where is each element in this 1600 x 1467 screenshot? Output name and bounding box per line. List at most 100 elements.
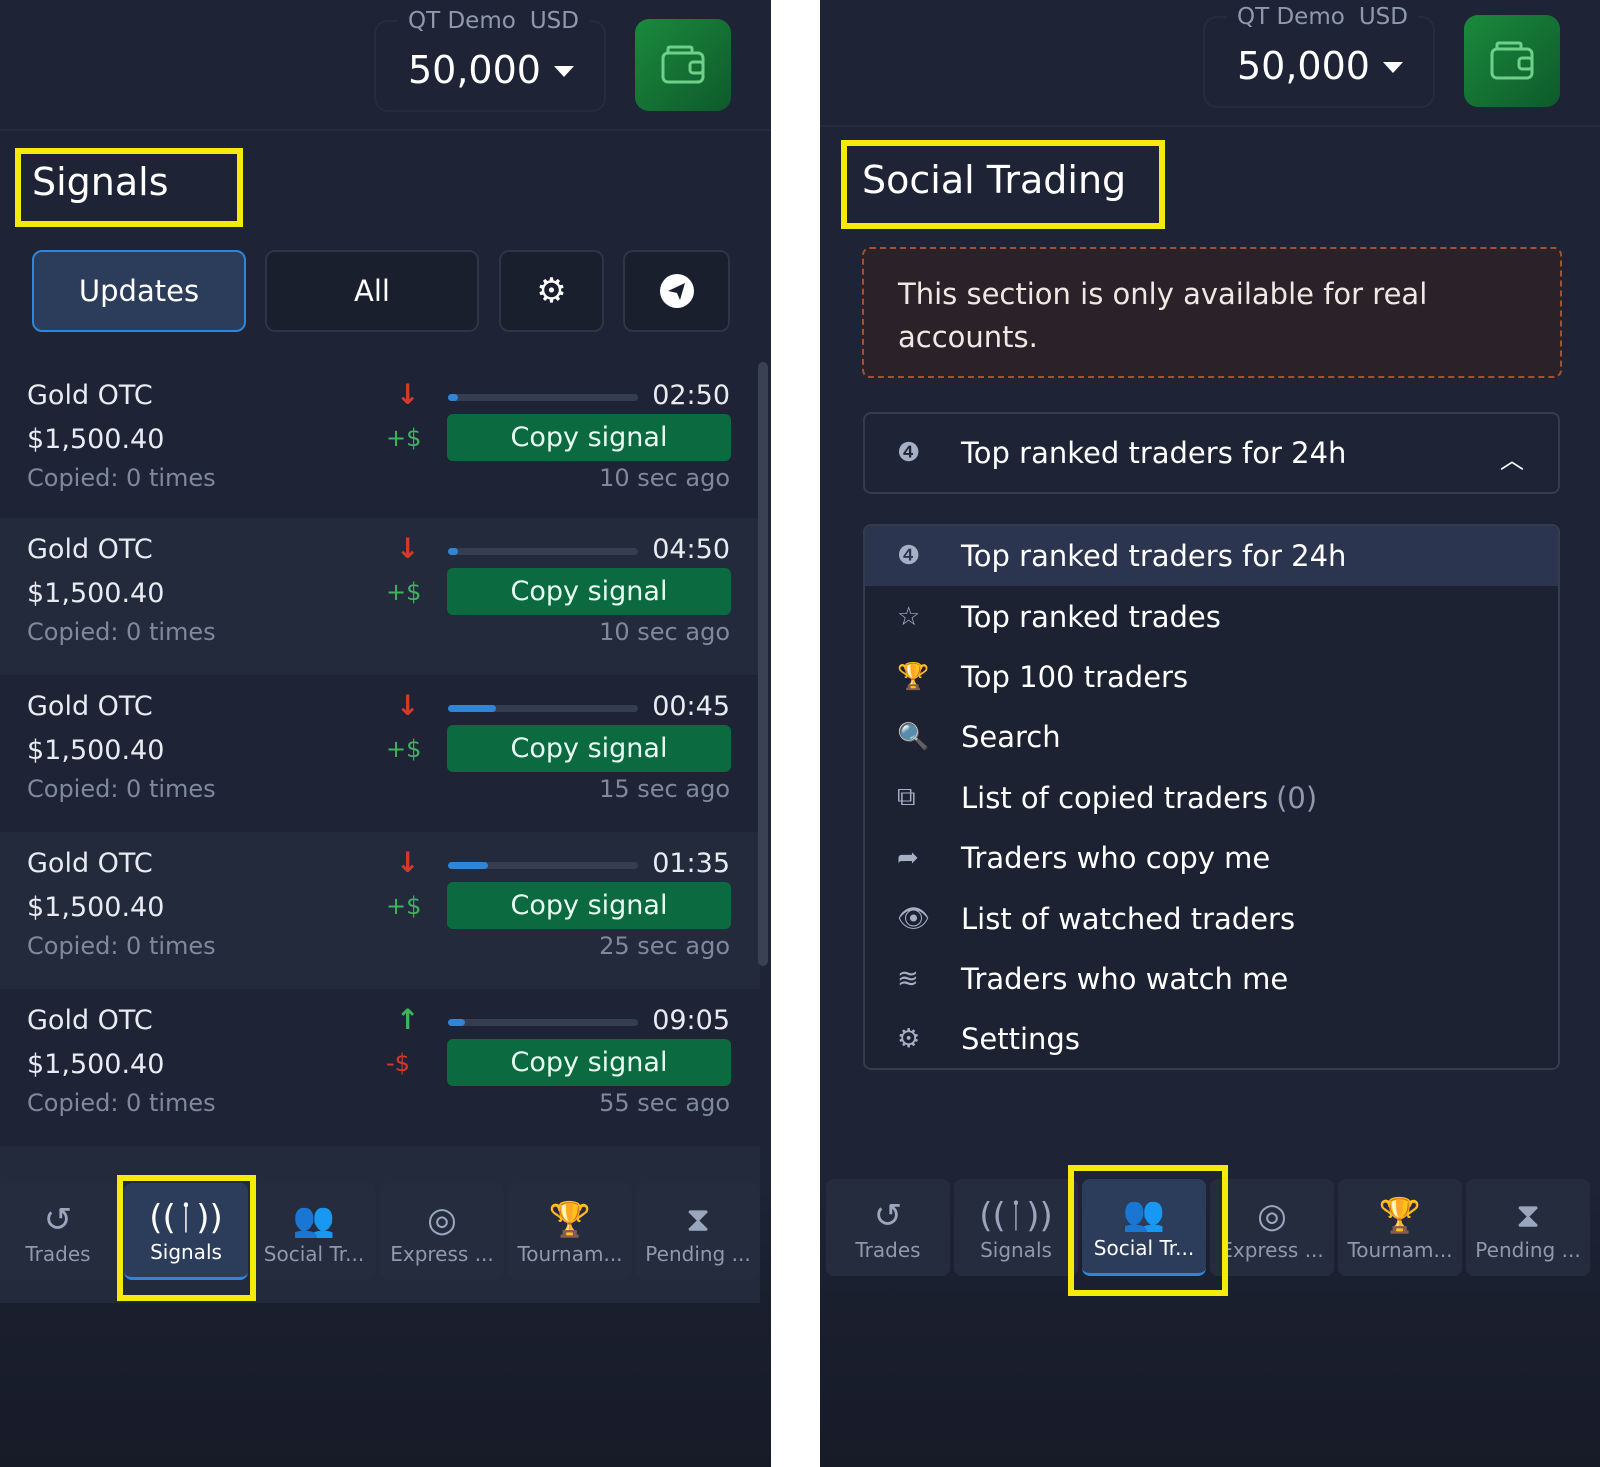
signal-progress-bar bbox=[448, 862, 638, 869]
scrollbar[interactable] bbox=[758, 362, 768, 966]
asset-price: $1,500.40 bbox=[27, 424, 165, 455]
menu-item-label: Top ranked trades bbox=[961, 599, 1221, 634]
menu-item-list-of-watched-traders[interactable]: 👁 List of watched traders bbox=[865, 888, 1558, 948]
menu-item-top-ranked-trades[interactable]: ☆ Top ranked trades bbox=[865, 586, 1558, 646]
nav-item-tournam[interactable]: 🏆 Tournam... bbox=[508, 1183, 632, 1280]
header-divider bbox=[0, 129, 771, 131]
account-currency: USD bbox=[1358, 4, 1408, 30]
nav-label: Signals bbox=[980, 1237, 1052, 1262]
signals-panel: QT Demo USD 50,000 Signals Updates All ⚙ Gold… bbox=[0, 0, 771, 1467]
profit-indicator: -$ bbox=[386, 1049, 410, 1077]
nav-item-social-tr[interactable]: 👥 Social Tr... bbox=[1082, 1179, 1206, 1276]
trophy-icon: 🏆 bbox=[548, 1199, 592, 1240]
account-balance-selector[interactable]: QT Demo USD 50,000 bbox=[374, 8, 606, 112]
nav-item-express[interactable]: ◎ Express ... bbox=[380, 1183, 504, 1280]
dropdown-selected: Top ranked traders for 24h bbox=[961, 436, 1347, 470]
nav-label: Trades bbox=[855, 1237, 921, 1262]
copied-count: Copied: 0 times bbox=[27, 775, 216, 803]
signal-row: Gold OTC $1,500.40 Copied: 0 times ↑ -$ 09:05… bbox=[0, 989, 760, 1146]
profit-indicator: +$ bbox=[386, 892, 422, 920]
search-icon: 🔍 bbox=[897, 722, 930, 753]
highlight-box bbox=[1068, 1165, 1228, 1296]
wallet-button[interactable] bbox=[1464, 15, 1560, 107]
progress-fill bbox=[448, 548, 458, 555]
telegram-button[interactable] bbox=[623, 250, 730, 332]
menu-item-label: List of copied traders bbox=[961, 780, 1269, 815]
asset-price: $1,500.40 bbox=[27, 735, 165, 766]
nav-label: Social Tr... bbox=[263, 1241, 365, 1266]
rss-icon: ≋ bbox=[897, 963, 919, 994]
nav-item-pending[interactable]: ⧗ Pending ... bbox=[1466, 1179, 1590, 1276]
copied-count: Copied: 0 times bbox=[27, 618, 216, 646]
arrow-down-icon: ↓ bbox=[396, 846, 420, 879]
menu-item-list-of-copied-traders[interactable]: ⧉ List of copied traders (0) bbox=[865, 768, 1558, 828]
copy-signal-button[interactable]: Copy signal bbox=[447, 414, 731, 461]
copy-signal-button[interactable]: Copy signal bbox=[447, 1039, 731, 1086]
asset-name: Gold OTC bbox=[27, 380, 153, 411]
copy-signal-button[interactable]: Copy signal bbox=[447, 725, 731, 772]
nav-item-express[interactable]: ◎ Express ... bbox=[1210, 1179, 1334, 1276]
progress-fill bbox=[448, 1019, 466, 1026]
nav-item-social-tr[interactable]: 👥 Social Tr... bbox=[252, 1183, 376, 1280]
signal-progress-bar bbox=[448, 394, 638, 401]
account-balance-selector[interactable]: QT Demo USD 50,000 bbox=[1203, 4, 1435, 108]
gear-icon: ⚙ bbox=[897, 1024, 921, 1055]
highlight-box bbox=[117, 1175, 256, 1301]
wallet-icon bbox=[1490, 41, 1534, 80]
target-icon: ◎ bbox=[1257, 1195, 1287, 1236]
hourglass-icon: ⧗ bbox=[686, 1199, 710, 1240]
progress-fill bbox=[448, 705, 496, 712]
section-dropdown[interactable]: ❹ Top ranked traders for 24h ︿ bbox=[863, 412, 1560, 494]
signal-settings-button[interactable]: ⚙ bbox=[499, 250, 604, 332]
nav-label: Pending ... bbox=[645, 1241, 751, 1266]
arrow-down-icon: ↓ bbox=[396, 532, 420, 565]
trophy-icon: 🏆 bbox=[1378, 1195, 1422, 1236]
asset-price: $1,500.40 bbox=[27, 578, 165, 609]
nav-item-signals[interactable]: ((ᛙ)) Signals bbox=[124, 1183, 248, 1280]
menu-item-search[interactable]: 🔍 Search bbox=[865, 707, 1558, 767]
nav-item-pending[interactable]: ⧗ Pending ... bbox=[636, 1183, 760, 1280]
antenna-icon: ((ᛙ)) bbox=[979, 1195, 1053, 1236]
account-type: QT Demo bbox=[408, 8, 516, 34]
menu-item-traders-who-copy-me[interactable]: ➦ Traders who copy me bbox=[865, 828, 1558, 888]
signal-age: 10 sec ago bbox=[599, 464, 730, 492]
nav-label: Express ... bbox=[1220, 1237, 1324, 1262]
gear-icon: ⚙ bbox=[536, 271, 567, 311]
signal-row: Gold OTC $1,500.40 Copied: 0 times ↓ +$ 01:35… bbox=[0, 832, 760, 989]
menu-item-label: Top 100 traders bbox=[961, 659, 1189, 694]
telegram-icon bbox=[659, 274, 694, 308]
asset-price: $1,500.40 bbox=[27, 1049, 165, 1080]
menu-item-top-ranked-traders-for-24h[interactable]: ❹ Top ranked traders for 24h bbox=[865, 526, 1558, 587]
menu-item-traders-who-watch-me[interactable]: ≋ Traders who watch me bbox=[865, 949, 1558, 1009]
progress-fill bbox=[448, 394, 458, 401]
signal-progress-bar bbox=[448, 548, 638, 555]
nav-item-trades[interactable]: ↺ Trades bbox=[0, 1183, 120, 1280]
account-currency: USD bbox=[529, 8, 579, 34]
tab-updates[interactable]: Updates bbox=[32, 250, 246, 332]
menu-item-label: Top ranked traders for 24h bbox=[961, 539, 1347, 574]
nav-item-tournam[interactable]: 🏆 Tournam... bbox=[1338, 1179, 1462, 1276]
menu-item-label: Traders who watch me bbox=[961, 961, 1289, 996]
signal-timer: 02:50 bbox=[652, 380, 730, 411]
copied-count: Copied: 0 times bbox=[27, 932, 216, 960]
users-icon: 👥 bbox=[1122, 1194, 1166, 1234]
signal-age: 10 sec ago bbox=[599, 618, 730, 646]
menu-item-settings[interactable]: ⚙ Settings bbox=[865, 1009, 1558, 1068]
highlight-box bbox=[841, 140, 1165, 229]
asset-name: Gold OTC bbox=[27, 1005, 153, 1036]
nav-item-signals[interactable]: ((ᛙ)) Signals bbox=[954, 1179, 1078, 1276]
caret-down-icon bbox=[554, 66, 574, 77]
tab-all[interactable]: All bbox=[265, 250, 479, 332]
copy-signal-button[interactable]: Copy signal bbox=[447, 568, 731, 615]
nav-label: Pending ... bbox=[1475, 1237, 1581, 1262]
copy-signal-button[interactable]: Copy signal bbox=[447, 882, 731, 929]
social-trading-panel: QT Demo USD 50,000 ↺ Trades ((ᛙ)) Signals 👥 So… bbox=[820, 0, 1600, 1467]
signal-row: Gold OTC $1,500.40 Copied: 0 times ↓ +$ 04:50… bbox=[0, 518, 760, 675]
nav-item-trades[interactable]: ↺ Trades bbox=[826, 1179, 950, 1276]
badge-24-icon: ❹ bbox=[897, 541, 921, 572]
menu-item-label: Traders who copy me bbox=[961, 841, 1271, 876]
menu-item-top-100-traders[interactable]: 🏆 Top 100 traders bbox=[865, 647, 1558, 707]
wallet-button[interactable] bbox=[635, 19, 731, 111]
highlight-box bbox=[15, 148, 243, 227]
star-icon: ☆ bbox=[897, 601, 921, 632]
